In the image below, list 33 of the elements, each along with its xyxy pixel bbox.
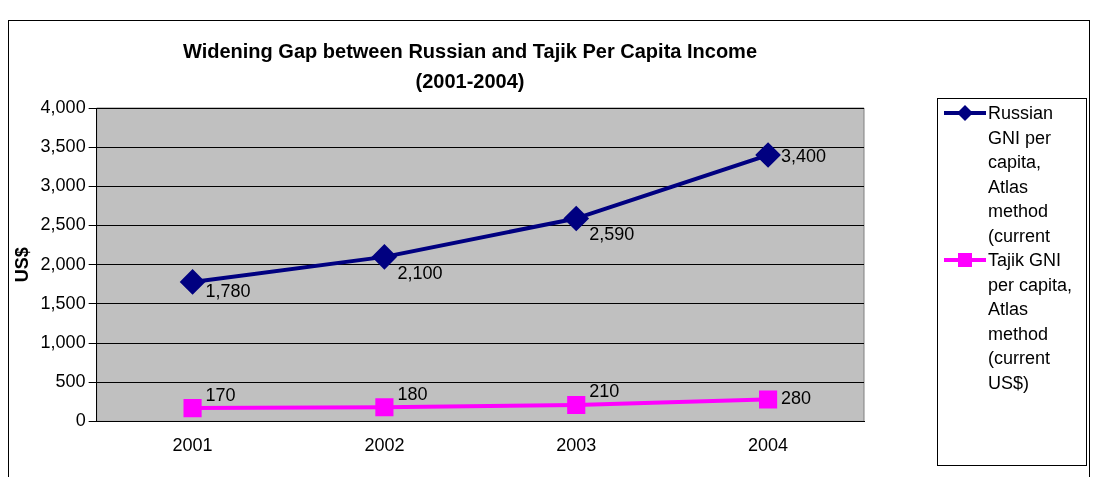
y-tick-label: 0 [75,410,86,431]
y-tick-label: 2,500 [40,214,86,235]
y-tick-label: 2,000 [40,253,86,274]
data-label: 180 [397,384,428,405]
data-label: 280 [781,388,812,409]
data-label: 2,100 [397,262,443,283]
point [183,399,202,418]
point [759,390,778,409]
y-tick-label: 3,000 [40,175,86,196]
point [567,395,586,415]
point [372,244,397,269]
point [180,269,205,294]
data-label: 3,400 [781,145,827,166]
y-tick-label: 1,500 [40,292,86,313]
y-tick-label: 500 [55,371,86,392]
y-tick-label: 4,000 [40,96,86,117]
y-tick-label: 1,000 [40,332,86,353]
x-tick-label: 2003 [556,435,597,456]
x-tick-label: 2004 [748,435,789,456]
data-label: 2,590 [589,224,635,245]
chart-title: Widening Gap between Russian and Tajik Per Capita Income (2001-2004) [182,39,758,94]
data-label: 1,780 [205,280,251,301]
point [564,206,589,231]
y-tick-label: 3,500 [40,136,86,157]
legend-label: Russian GNI per capita, Atlas method (current [988,102,1055,248]
data-label: 210 [589,380,620,401]
data-label: 170 [205,385,236,406]
x-tick-label: 2001 [172,435,213,456]
point [375,398,394,417]
legend-label: Tajik GNI per capita, Atlas method (current US$) [988,249,1074,395]
x-tick-label: 2002 [364,435,405,456]
point [756,143,781,168]
y-axis-title: US$ [11,247,32,283]
